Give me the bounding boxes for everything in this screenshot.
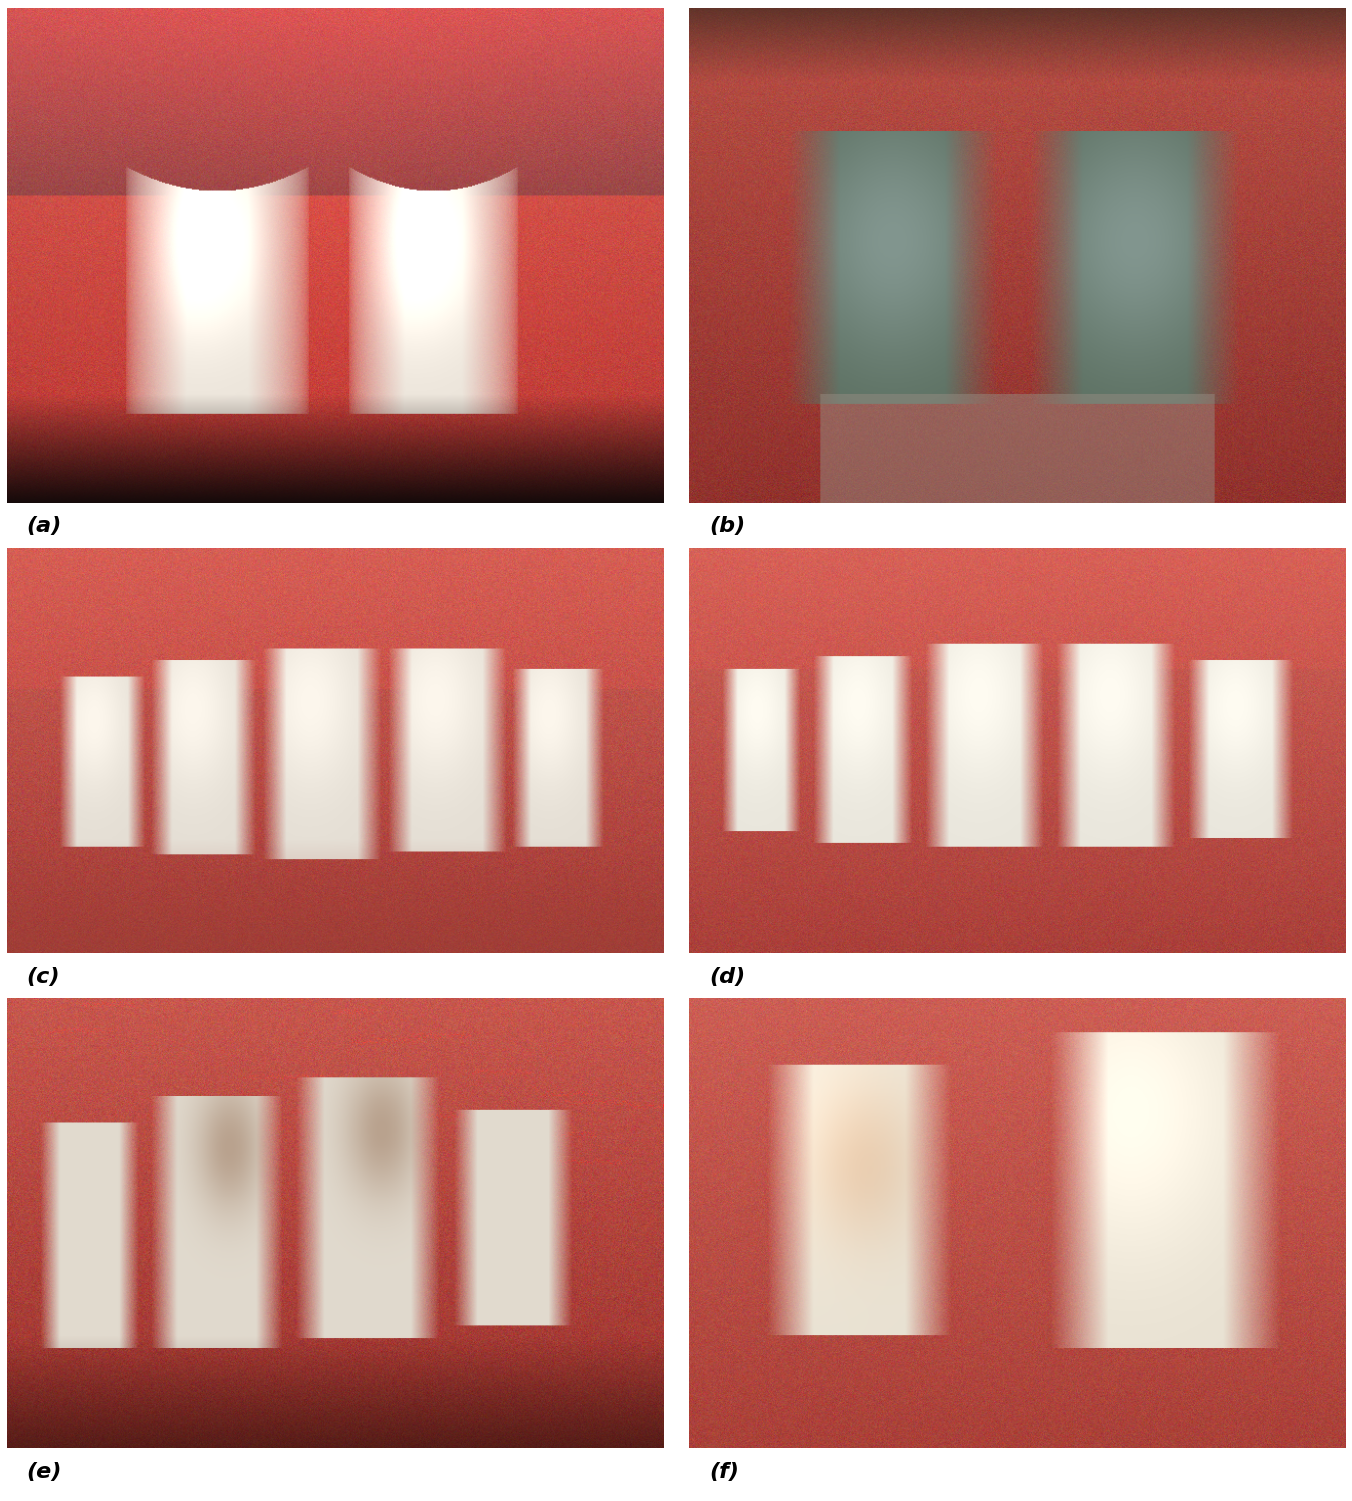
Text: (b): (b) [708,516,745,536]
Text: (a): (a) [27,516,62,536]
Text: (e): (e) [27,1462,62,1481]
Text: (f): (f) [708,1462,738,1481]
Text: (c): (c) [27,967,59,986]
Text: (d): (d) [708,967,745,986]
